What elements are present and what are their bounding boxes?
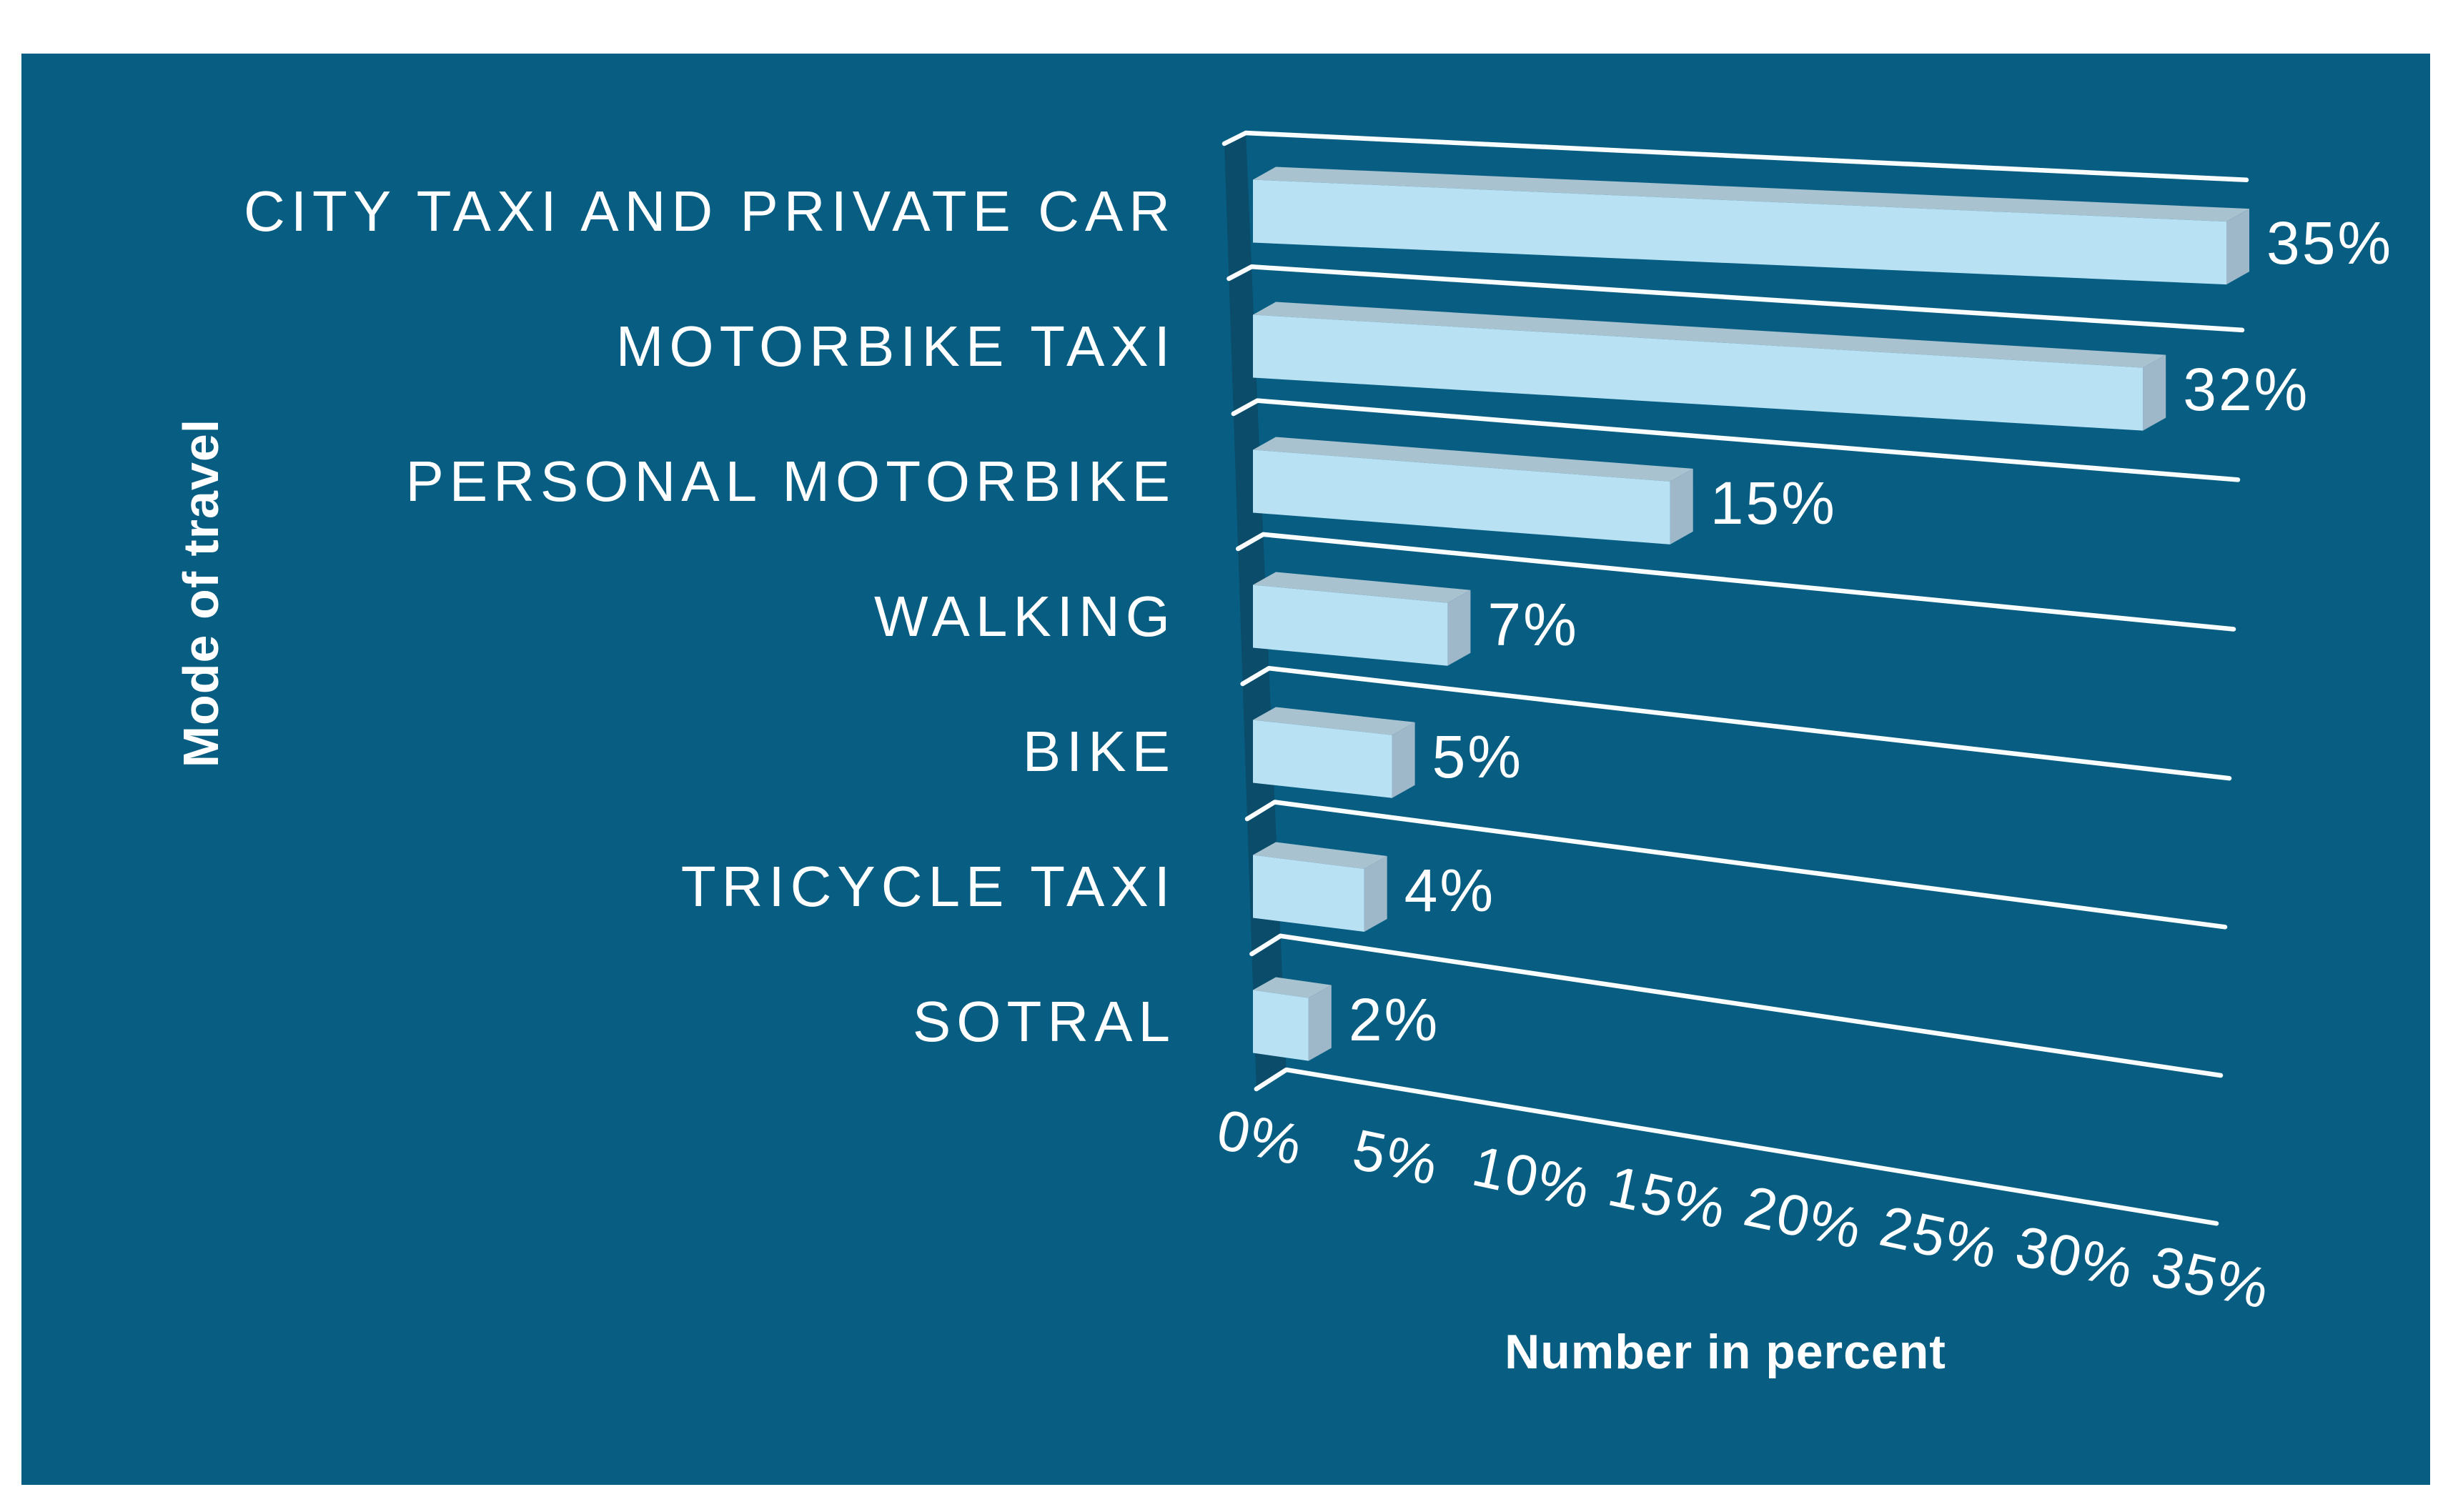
bar-side-city-taxi-and-private-car	[2226, 209, 2249, 285]
category-label-tricycle-taxi: TRICYCLE TAXI	[680, 854, 1176, 918]
bar-top-personal-motorbike	[1253, 437, 1693, 482]
grid-line-3	[1235, 532, 2236, 632]
bar-city-taxi-and-private-car	[1253, 179, 2226, 285]
bar-value-label-tricycle-taxi: 4%	[1404, 857, 1496, 925]
bar-walking	[1253, 585, 1448, 666]
bar-personal-motorbike	[1253, 449, 1670, 544]
category-label-city-taxi-and-private-car: CITY TAXI AND PRIVATE CAR	[244, 179, 1176, 243]
grid-line-1	[1227, 264, 2245, 333]
grid-line-6	[1249, 933, 2224, 1078]
grid-line-2	[1231, 398, 2241, 482]
bar-value-label-bike: 5%	[1432, 722, 1523, 790]
category-label-bike: BIKE	[1022, 719, 1176, 783]
grid-line-7	[1254, 1067, 2219, 1226]
bar-top-tricycle-taxi	[1253, 842, 1387, 869]
bar-sotral	[1253, 990, 1309, 1061]
bar-top-walking	[1253, 572, 1471, 603]
bar-side-walking	[1447, 590, 1471, 666]
bar-value-label-sotral: 2%	[1348, 985, 1440, 1053]
grid-line-5	[1244, 800, 2228, 930]
bar-value-label-motorbike-taxi: 32%	[2183, 355, 2310, 423]
bar-side-sotral	[1308, 985, 1332, 1061]
bar-side-motorbike-taxi	[2143, 354, 2166, 431]
bar-value-label-personal-motorbike: 15%	[1710, 469, 1837, 537]
bar-top-sotral	[1253, 977, 1332, 998]
bar-tricycle-taxi	[1253, 855, 1364, 932]
bar-top-city-taxi-and-private-car	[1253, 166, 2249, 222]
bar-value-label-walking: 7%	[1487, 590, 1579, 658]
category-label-personal-motorbike: PERSONAL MOTORBIKE	[405, 449, 1176, 513]
bar-motorbike-taxi	[1253, 314, 2144, 431]
category-label-motorbike-taxi: MOTORBIKE TAXI	[615, 314, 1176, 378]
bar-top-motorbike-taxi	[1253, 302, 2166, 368]
grid-line-4	[1240, 665, 2232, 781]
bar-side-personal-motorbike	[1670, 468, 1693, 544]
bar-top-bike	[1253, 707, 1415, 735]
category-label-walking: WALKING	[874, 584, 1176, 648]
chart-background-panel	[21, 54, 2430, 1485]
grid-line-0	[1221, 130, 2249, 183]
category-label-sotral: SOTRAL	[912, 989, 1176, 1053]
x-axis-title: Number in percent	[1505, 1325, 1946, 1379]
y-axis-title: Mode of travel	[173, 418, 229, 768]
bar-side-bike	[1392, 722, 1415, 798]
bar-side-tricycle-taxi	[1364, 856, 1387, 932]
bar-bike	[1253, 720, 1392, 798]
bar-value-label-city-taxi-and-private-car: 35%	[2266, 209, 2394, 277]
